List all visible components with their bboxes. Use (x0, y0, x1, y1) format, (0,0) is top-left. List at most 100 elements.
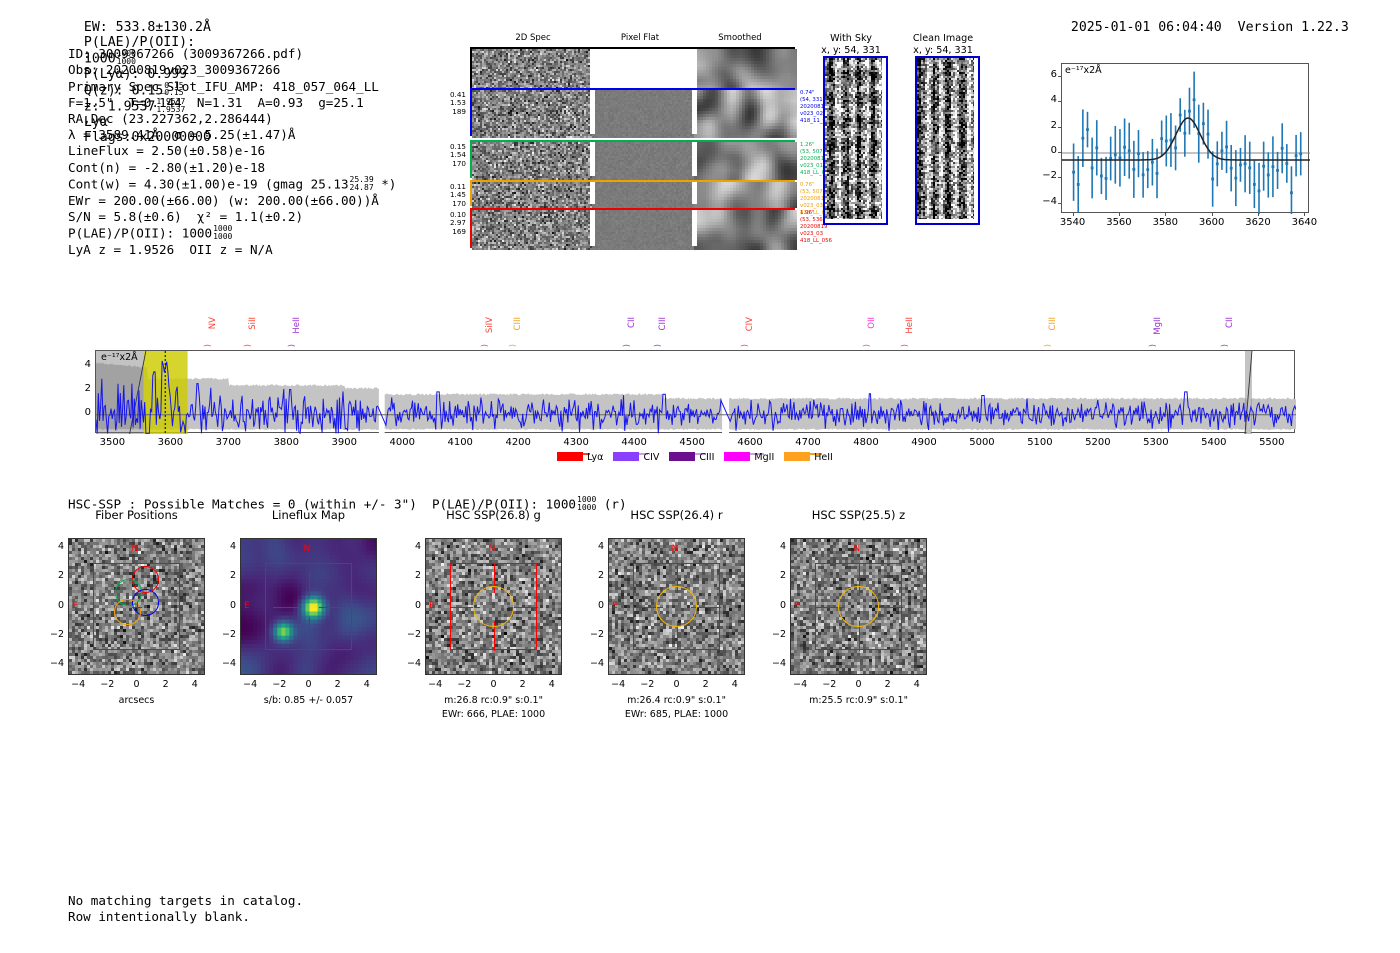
emission-line-label: HeII (292, 317, 302, 334)
strip-2dspec (472, 142, 592, 180)
crosshair-h (690, 606, 721, 608)
panel-caption-1: s/b: 0.85 +/- 0.057 (263, 695, 354, 706)
emission-line-bracket: ( (862, 343, 872, 348)
panel-caption-2: m:26.8 rc:0.9" s:0.1" (444, 695, 543, 706)
lineplot-xtick: 3540 (1059, 217, 1086, 228)
panel-ytick: 0 (779, 599, 786, 611)
strip-meta-line: 0.76" (800, 182, 815, 188)
lineplot-ytick: −4 (1042, 195, 1057, 207)
legend-label: CIII (699, 452, 715, 463)
lineplot-xtick: 3640 (1291, 217, 1318, 228)
plae-value: 1000 (83, 51, 116, 67)
strip-meta-line: (53, 507) (800, 189, 825, 196)
aperture-box (449, 562, 538, 651)
panel-image-1 (240, 538, 377, 675)
emission-line-fit-plot: e⁻¹⁷x2Å 6 4 2 0 −2 −4 3540 3560 3580 3600 3620 3640 (1035, 55, 1317, 235)
emission-line-bracket: ( (287, 343, 297, 348)
emission-line-label: OII (867, 317, 877, 329)
compass-east: E (244, 600, 250, 611)
col-header-pixelflat: Pixel Flat (620, 33, 660, 43)
full-spectrum-plot: e⁻¹⁷x2Å 0 2 4 3500 3600 3700 3800 3900 4000 4100 42… (0, 305, 1400, 455)
panel-xtick: 2 (884, 679, 891, 690)
strip-meta-line: v023_03 (800, 203, 824, 210)
plae-range: 1000 1000 (116, 49, 136, 66)
emission-line-bracket: ( (900, 343, 910, 348)
panel-xtick: −2 (457, 679, 472, 690)
panel-xtick: 0 (305, 679, 312, 690)
spectrum-xtick: 5500 (1259, 437, 1285, 448)
col-header-smoothed: Smoothed (718, 33, 762, 43)
strip-separator (590, 142, 595, 176)
spectrum-strip (470, 180, 797, 208)
spectrum-legend: Lyα CIV CIII MgII HeII (0, 452, 1400, 463)
panel-ytick: −2 (771, 628, 786, 640)
strip-pixelflat (592, 210, 694, 250)
compass-east: E (72, 600, 78, 611)
strip-left-value: 0.10 (449, 210, 466, 219)
col-header-2dspec: 2D Spec (515, 33, 551, 43)
panel-ytick: −2 (49, 628, 64, 640)
compass-north: N (488, 544, 496, 554)
info-plae: P(LAE)/P(OII): 1000 (68, 225, 213, 241)
strip-left-values: 0.41 1.53 189 (430, 90, 466, 116)
strip-meta-line: 418_LL_056 (800, 238, 832, 245)
emission-line-label: CIII (513, 317, 523, 331)
panel-ytick: −4 (406, 657, 421, 669)
panel-title-0: Fiber Positions (95, 508, 178, 522)
spectrum-axes (95, 350, 1296, 434)
strip-smoothed (694, 210, 797, 250)
strip-separator (590, 49, 595, 91)
magnitude-aperture-circle (473, 586, 514, 627)
panel-caption-3: m:26.4 rc:0.9" s:0.1" (627, 695, 726, 706)
legend-swatch (724, 452, 751, 461)
emission-line-bracket: ( (480, 343, 490, 348)
panel-ytick: −2 (221, 628, 236, 640)
panel-ytick: 0 (414, 599, 421, 611)
strip-left-value: 1.54 (449, 150, 466, 160)
spectrum-ytick: 2 (84, 382, 91, 394)
emission-line-label: CIII (658, 317, 668, 331)
panel-ytick: 0 (57, 599, 64, 611)
aperture-box (264, 562, 353, 651)
strip-2dspec (472, 182, 592, 208)
legend-label: HeII (814, 452, 833, 463)
lineplot-canvas (1062, 71, 1310, 214)
strip-2dspec (472, 49, 592, 95)
spectrum-xtick: 5000 (969, 437, 995, 448)
spectrum-strip (470, 208, 797, 250)
crosshair-v (858, 562, 860, 593)
ew-value: EW: 533.8±130.2Å (83, 20, 211, 35)
panel-title-4: HSC SSP(25.5) z (811, 508, 906, 522)
spectrum-xtick: 4100 (447, 437, 473, 448)
fiber-circle-3 (114, 598, 141, 626)
emission-line-label: CII (1225, 317, 1235, 328)
crosshair-v (308, 570, 310, 597)
lineplot-xtick-mark (1304, 213, 1306, 216)
info-ewr: EWr = 200.00(±66.00) (w: 200.00(±66.00))… (68, 192, 379, 208)
strip-left-value: 170 (452, 198, 466, 208)
panel-ytick: −4 (589, 657, 604, 669)
lineplot-xtick: 3560 (1106, 217, 1132, 228)
crosshair-v (493, 562, 495, 593)
crosshair-h (872, 606, 903, 608)
legend-label: MgII (754, 452, 775, 463)
legend-swatch (613, 452, 640, 461)
spectrum-xtick: 3700 (215, 437, 242, 448)
crosshair-h (272, 606, 299, 608)
aperture-box (814, 562, 903, 651)
legend-swatch (669, 452, 696, 461)
info-cont-w: Cont(w) = 4.30(±1.00)e-19 (gmag 25.13 (68, 176, 349, 192)
strip-smoothed (694, 142, 797, 180)
legend-swatch (784, 452, 811, 461)
spectrum-xtick: 3800 (273, 437, 300, 448)
gmag-range: 25.39 24.87 (349, 174, 374, 192)
qz-range: 0.15 0.15 (164, 80, 184, 98)
lineplot-xtick: 3580 (1152, 217, 1179, 228)
cutout-coords: x, y: 54, 331 (913, 44, 973, 56)
strip-left-value: 169 (452, 226, 466, 236)
panel-xtick: 0 (855, 679, 862, 690)
lineplot-ytick-mark (1058, 177, 1061, 179)
strip-2dspec (472, 210, 592, 250)
panel-ytick: −4 (221, 657, 236, 669)
lineplot-ytick: 0 (1050, 144, 1057, 156)
